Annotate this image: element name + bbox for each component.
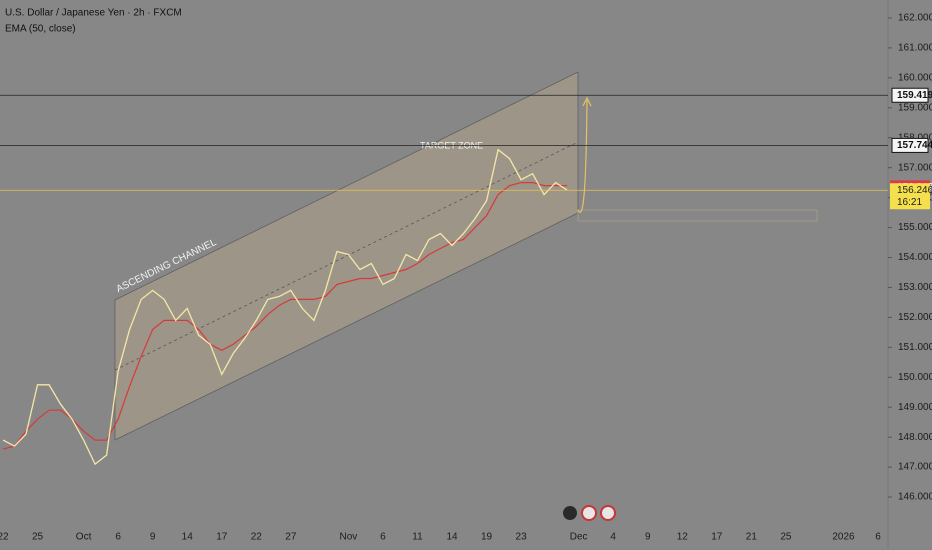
- x-tick-label: 19: [481, 532, 493, 543]
- symbol-title: U.S. Dollar / Japanese Yen · 2h · FXCM: [5, 7, 182, 18]
- x-tick-label: 9: [645, 532, 651, 543]
- event-icon: [581, 505, 597, 521]
- y-tick-label: 159.000: [898, 102, 932, 113]
- x-tick-label: 14: [446, 532, 458, 543]
- y-tick-label: 161.000: [898, 43, 932, 54]
- target-box: [577, 209, 818, 222]
- channel-midline: [114, 141, 579, 371]
- price-label: 156.246: [897, 185, 932, 196]
- arrow-head: [582, 96, 592, 107]
- event-icon: [600, 505, 616, 521]
- x-tick-label: 6: [875, 532, 881, 543]
- y-tick-label: 149.000: [898, 402, 932, 413]
- y-tick-label: 157.000: [898, 162, 932, 173]
- series-line: [2, 182, 568, 450]
- x-tick-label: 14: [182, 532, 194, 543]
- y-tick-label: 162.000: [898, 13, 932, 24]
- y-tick-label: 160.000: [898, 72, 932, 83]
- indicator-title: EMA (50, close): [5, 23, 76, 34]
- x-tick-label: 23: [516, 532, 528, 543]
- x-tick-label: Dec: [570, 532, 588, 543]
- projection-arrow: [577, 99, 588, 213]
- x-tick-label: 25: [32, 532, 44, 543]
- y-tick-label: 158.000: [898, 132, 932, 143]
- x-tick-label: 21: [746, 532, 758, 543]
- level-box: [891, 137, 929, 153]
- level-box: [891, 87, 929, 103]
- x-tick-label: 11: [412, 532, 423, 543]
- x-tick-label: 17: [711, 532, 723, 543]
- x-tick-label: 22: [251, 532, 263, 543]
- x-tick-label: 6: [115, 532, 121, 543]
- y-tick-label: 155.000: [898, 222, 932, 233]
- x-tick-label: 27: [285, 532, 297, 543]
- event-icon: [563, 506, 577, 520]
- level-label: 159.419: [897, 90, 932, 101]
- x-tick-label: 4: [610, 532, 616, 543]
- x-tick-label: Oct: [76, 532, 92, 543]
- x-tick-label: 9: [150, 532, 156, 543]
- y-tick-label: 146.000: [898, 492, 932, 503]
- y-tick-label: 148.000: [898, 432, 932, 443]
- price-box: [890, 183, 930, 210]
- countdown: 16:21: [897, 197, 922, 208]
- y-tick-label: 151.000: [898, 342, 932, 353]
- x-tick-label: 17: [216, 532, 228, 543]
- x-tick-label: 22: [0, 532, 9, 543]
- y-tick-label: 147.000: [898, 462, 932, 473]
- x-tick-label: Nov: [339, 532, 357, 543]
- x-tick-label: 6: [380, 532, 386, 543]
- x-tick-label: 25: [780, 532, 792, 543]
- x-tick-label: 2026: [832, 532, 855, 543]
- y-tick-label: 150.000: [898, 372, 932, 383]
- y-tick-label: 152.000: [898, 312, 932, 323]
- y-tick-label: 153.000: [898, 282, 932, 293]
- y-tick-label: 154.000: [898, 252, 932, 263]
- x-tick-label: 12: [677, 532, 689, 543]
- level-label: 157.744: [897, 140, 932, 151]
- series-line: [2, 148, 568, 466]
